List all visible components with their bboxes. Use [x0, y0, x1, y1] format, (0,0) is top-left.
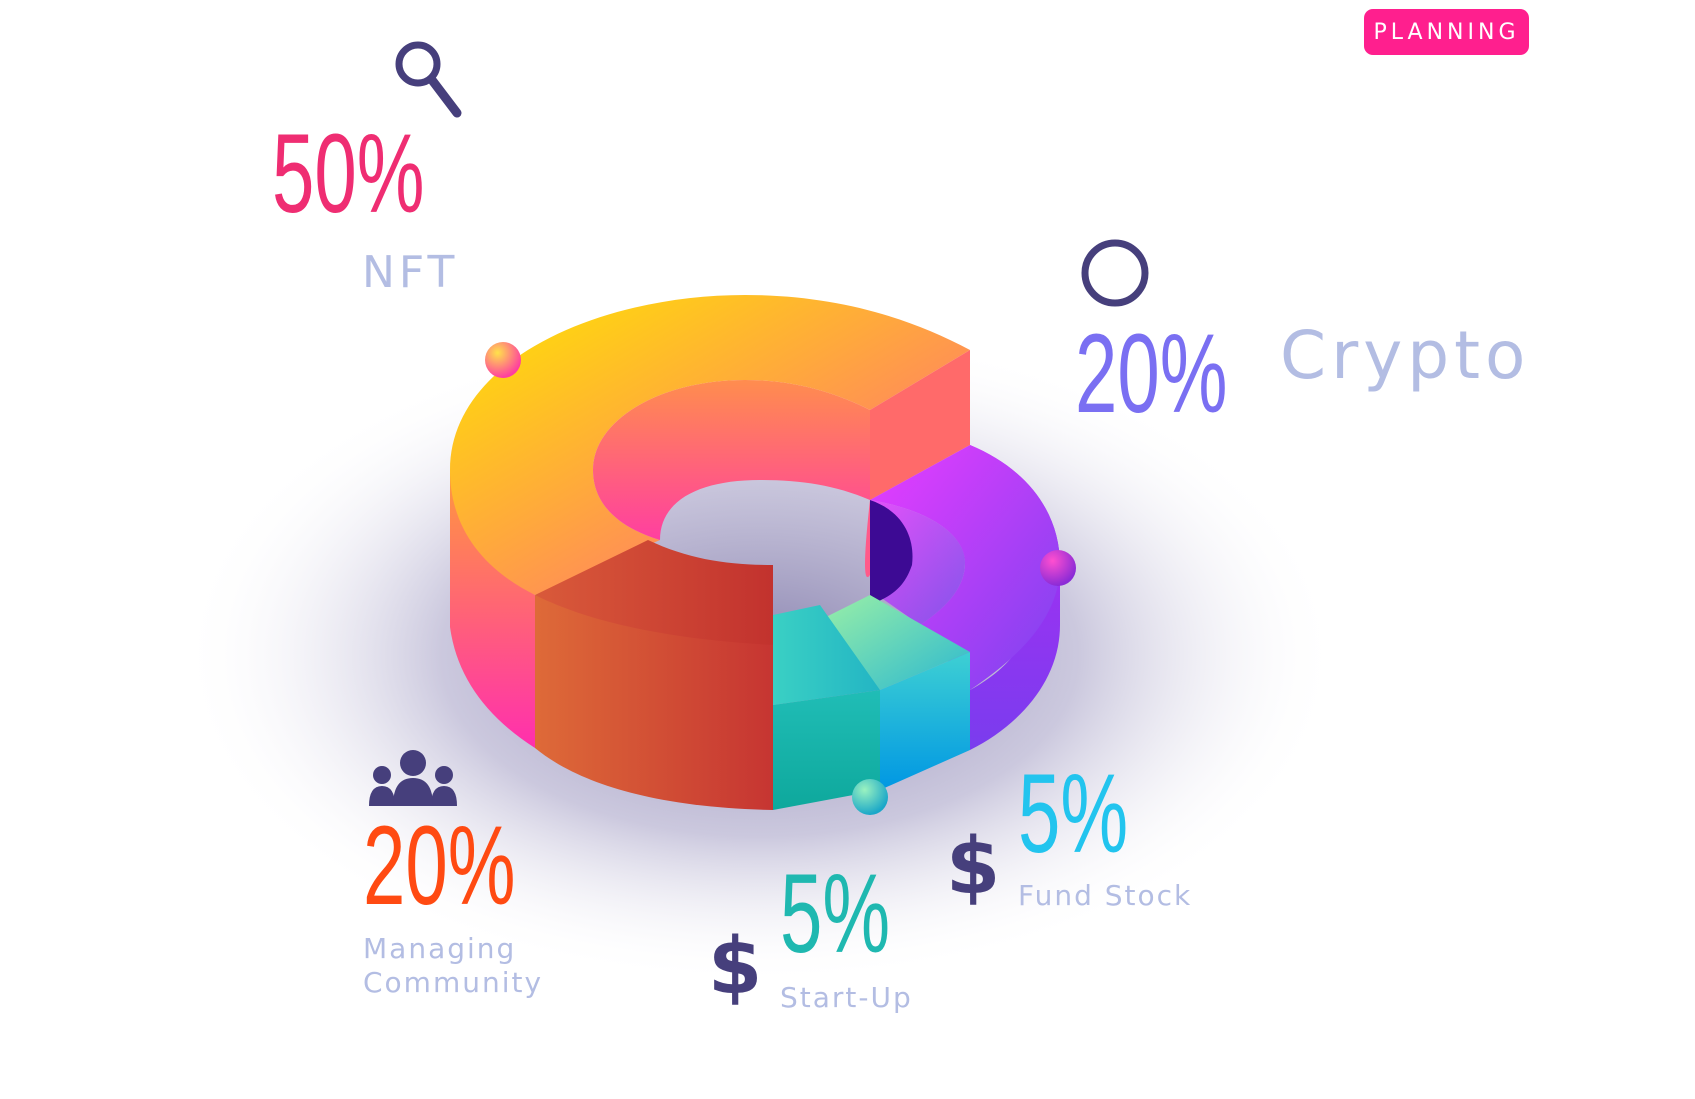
- people-icon: [369, 750, 457, 806]
- fund-stock-value-label: 5%: [1018, 751, 1129, 876]
- fund-stock-category-label: Fund Stock: [1018, 879, 1193, 912]
- managing-community-category-label: Managing Community: [363, 932, 544, 999]
- crypto-value-label: 20%: [1075, 311, 1228, 436]
- magnifier-icon: [395, 41, 462, 118]
- slice-managing-community: [535, 540, 773, 810]
- managing-community-value-label: 20%: [363, 803, 516, 928]
- slice-crypto: [870, 445, 1060, 750]
- marker-ball-crypto: [1040, 550, 1076, 586]
- crypto-category-label: Crypto: [1280, 317, 1531, 394]
- circle-icon: [1081, 239, 1149, 307]
- slice-nft: [450, 295, 970, 748]
- slice-fund-stock: [820, 595, 970, 790]
- marker-ball-start-up: [852, 779, 888, 815]
- dollar-icon: $: [946, 822, 1001, 912]
- slice-start-up: [773, 605, 880, 810]
- nft-category-label: NFT: [362, 247, 459, 298]
- start-up-category-label: Start-Up: [780, 981, 913, 1014]
- start-up-value-label: 5%: [780, 851, 891, 976]
- planning-badge[interactable]: PLANNING: [1364, 9, 1529, 55]
- dollar-icon: $: [708, 922, 763, 1012]
- marker-ball-nft: [485, 342, 521, 378]
- nft-value-label: 50%: [272, 111, 425, 236]
